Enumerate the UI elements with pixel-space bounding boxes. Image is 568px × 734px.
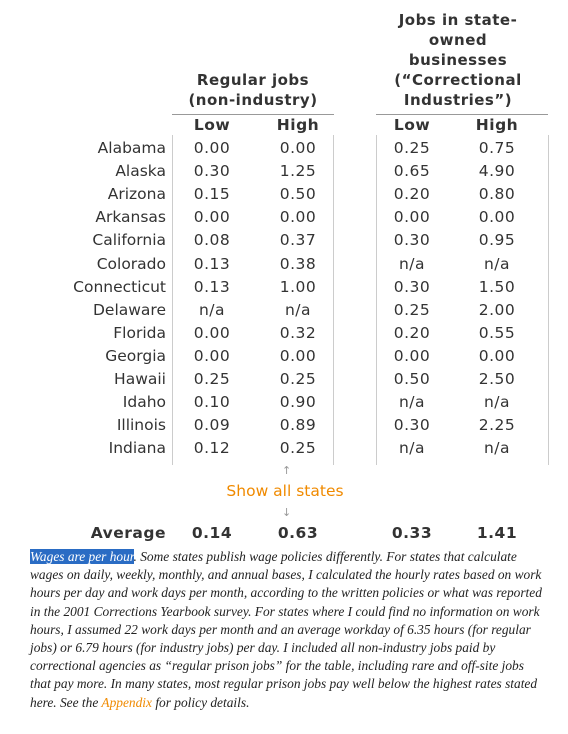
rule <box>376 114 548 115</box>
cell: 0.50 <box>393 370 431 388</box>
group-header: Jobs in state-owned businesses (“Correct… <box>394 11 522 109</box>
state-name: Arkansas <box>95 208 166 227</box>
cell: 0.38 <box>279 254 317 273</box>
cell: 0.00 <box>279 346 317 365</box>
average-value: 1.41 <box>476 524 518 542</box>
cell: 0.10 <box>193 393 231 412</box>
state-name: Hawaii <box>114 370 166 388</box>
column-border <box>172 135 173 465</box>
cell: 0.00 <box>279 139 317 157</box>
cell: 0.13 <box>193 277 231 296</box>
cell: 0.00 <box>279 208 317 227</box>
state-name: Arizona <box>107 185 166 204</box>
cell: 0.00 <box>393 208 431 227</box>
cell: 0.20 <box>393 185 431 204</box>
column-border <box>333 135 334 465</box>
cell: n/a <box>398 254 426 273</box>
cell: 0.30 <box>393 416 431 435</box>
state-name: Florida <box>113 323 166 342</box>
cell: 0.25 <box>279 370 317 388</box>
state-name: Delaware <box>92 300 166 319</box>
cell: 0.00 <box>478 208 516 227</box>
cell: 0.00 <box>193 139 231 157</box>
cell: 0.90 <box>279 393 317 412</box>
cell: 0.30 <box>393 277 431 296</box>
cell: 0.95 <box>478 231 516 250</box>
cell: 0.00 <box>193 208 231 227</box>
cell: 0.30 <box>393 231 431 250</box>
state-name: Indiana <box>108 439 166 458</box>
cell: 0.25 <box>393 139 431 157</box>
cell: 0.00 <box>478 346 516 365</box>
column-header: High <box>276 116 320 134</box>
state-name: Alabama <box>97 139 166 157</box>
cell: 0.12 <box>193 439 231 458</box>
rule <box>172 114 334 115</box>
cell: 0.32 <box>279 323 317 342</box>
cell: n/a <box>483 393 511 412</box>
average-label: Average <box>90 524 166 542</box>
cell: n/a <box>398 439 426 458</box>
cell: n/a <box>483 439 511 458</box>
cell: 0.00 <box>193 323 231 342</box>
cell: 0.09 <box>193 416 231 435</box>
state-name: Connecticut <box>73 277 166 296</box>
cell: 0.50 <box>279 185 317 204</box>
cell: 1.25 <box>279 162 317 181</box>
state-name: Idaho <box>122 393 166 412</box>
cell: 0.08 <box>193 231 231 250</box>
cell: 0.37 <box>279 231 317 250</box>
cell: 0.25 <box>279 439 317 458</box>
cell: 2.00 <box>478 300 516 319</box>
cell: 0.89 <box>279 416 317 435</box>
column-border <box>548 135 549 465</box>
cell: 0.00 <box>393 346 431 365</box>
cell: 0.65 <box>393 162 431 181</box>
appendix-link[interactable]: Appendix <box>101 694 152 710</box>
cell: 2.50 <box>478 370 516 388</box>
column-header: Low <box>193 116 231 134</box>
cell: 0.80 <box>478 185 516 204</box>
average-value: 0.14 <box>191 524 233 542</box>
average-value: 0.33 <box>391 524 433 542</box>
cell: 0.00 <box>193 346 231 365</box>
highlight: Wages are per hour <box>30 549 134 564</box>
cell: 0.75 <box>478 139 516 157</box>
state-name: California <box>92 231 166 250</box>
cell: 0.20 <box>393 323 431 342</box>
state-name: Georgia <box>105 346 166 365</box>
average-value: 0.63 <box>277 524 319 542</box>
cell: 1.00 <box>279 277 317 296</box>
cell: n/a <box>284 300 312 319</box>
state-name: Alaska <box>115 162 166 181</box>
show-all-link[interactable]: Show all states <box>226 482 344 500</box>
state-name: Illinois <box>116 416 166 435</box>
note-text: for policy details. <box>151 694 250 710</box>
cell: 2.25 <box>478 416 516 435</box>
arrow-icon: ↓ <box>282 506 292 519</box>
group-header: Regular jobs (non-industry) <box>188 71 318 109</box>
cell: 1.50 <box>478 277 516 296</box>
cell: 0.55 <box>478 323 516 342</box>
cell: 0.25 <box>193 370 231 388</box>
column-border <box>376 135 377 465</box>
cell: 4.90 <box>478 162 516 181</box>
arrow-icon: ↑ <box>282 464 292 477</box>
footnote: Wages are per hour. Some states publish … <box>30 548 542 712</box>
note-text: . Some states publish wage policies diff… <box>30 549 542 710</box>
cell: n/a <box>198 300 226 319</box>
state-name: Colorado <box>96 254 166 273</box>
column-header: High <box>475 116 519 134</box>
cell: 0.13 <box>193 254 231 273</box>
column-header: Low <box>393 116 431 134</box>
cell: 0.15 <box>193 185 231 204</box>
cell: 0.25 <box>393 300 431 319</box>
cell: 0.30 <box>193 162 231 181</box>
cell: n/a <box>398 393 426 412</box>
cell: n/a <box>483 254 511 273</box>
